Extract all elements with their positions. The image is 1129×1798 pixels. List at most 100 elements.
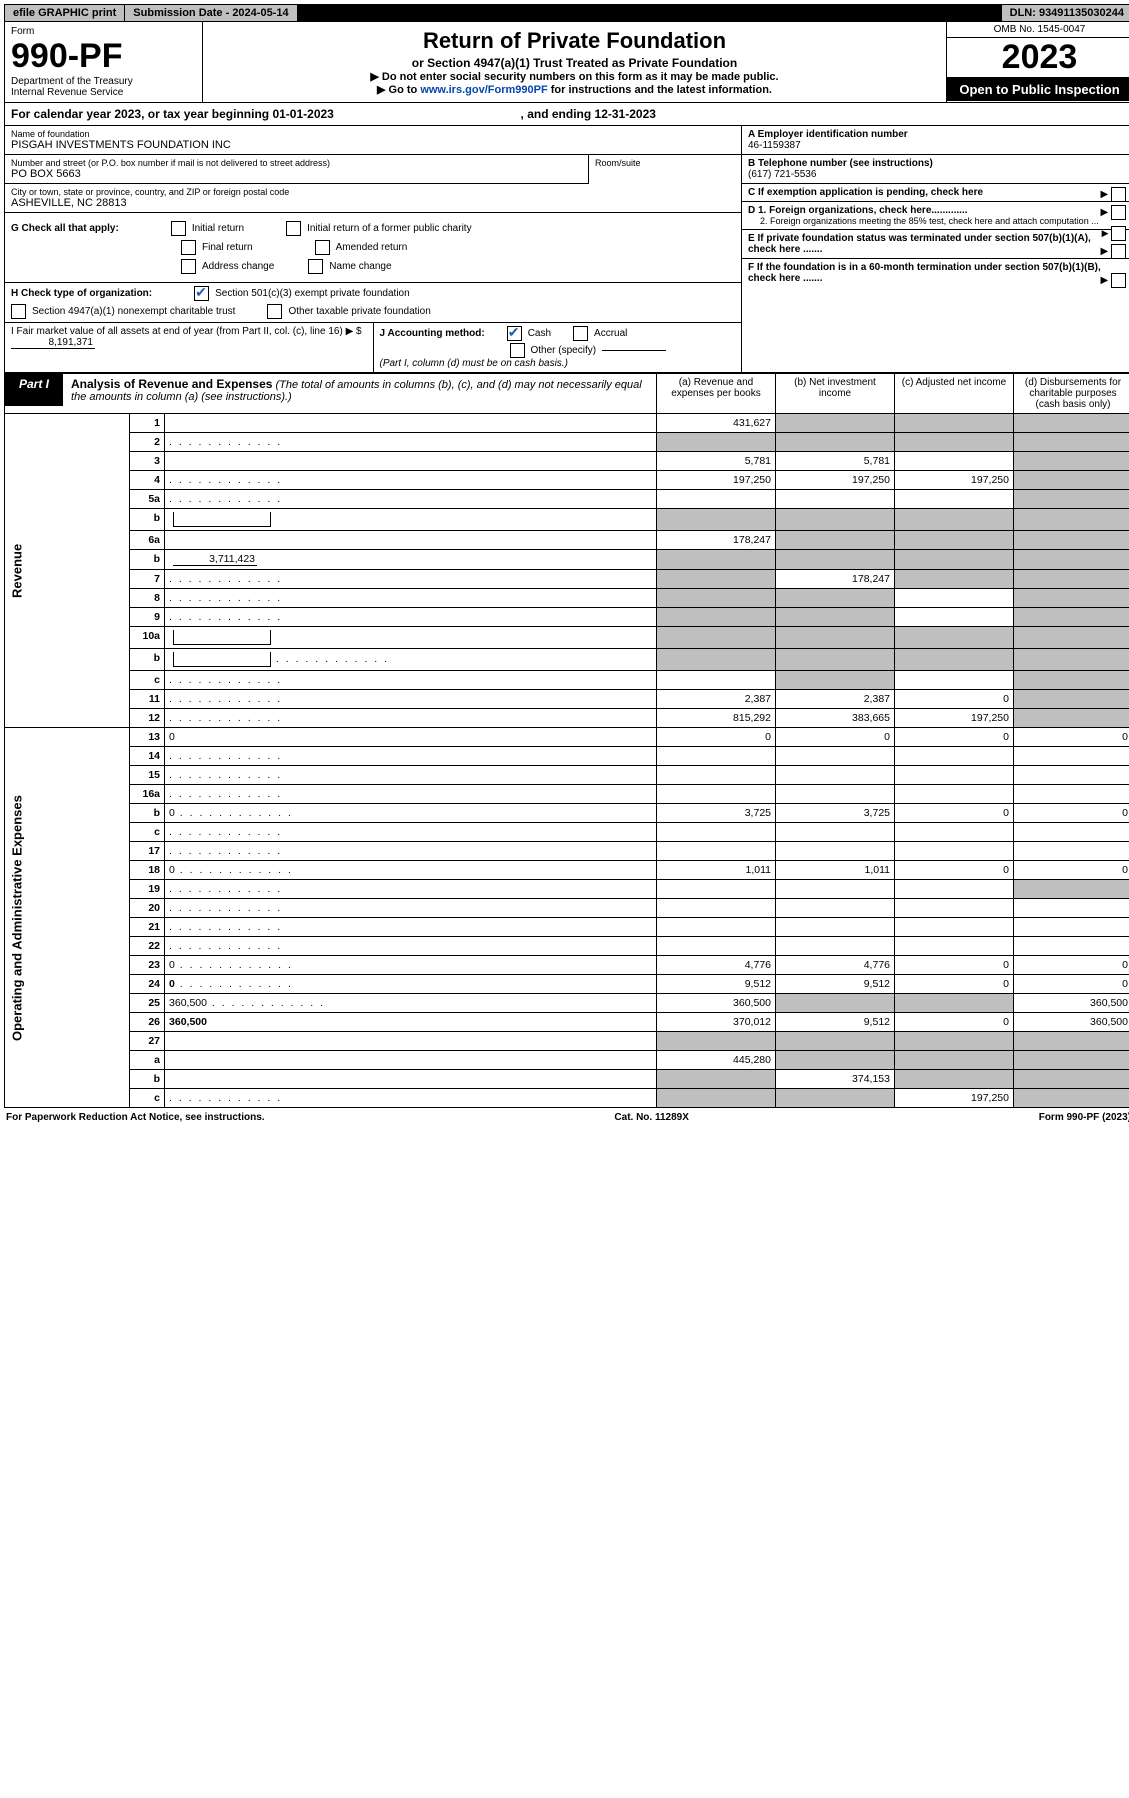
line-description [165,1089,657,1108]
col-d-value [1014,880,1129,899]
col-c-value [895,452,1014,471]
table-row: 22 [5,937,1129,956]
line-number: 18 [130,861,165,880]
irs-link[interactable]: www.irs.gov/Form990PF [420,84,547,96]
header-right: OMB No. 1545-0047 2023 Open to Public In… [946,22,1129,102]
col-b-value [776,649,895,671]
ck-accrual[interactable] [573,326,588,341]
id-left: Name of foundation PISGAH INVESTMENTS FO… [5,126,741,372]
id-right: A Employer identification number 46-1159… [741,126,1129,372]
line-description [165,766,657,785]
line-description [165,899,657,918]
col-b-value [776,608,895,627]
line-number: c [130,671,165,690]
col-c-value [895,414,1014,433]
col-a-value [657,671,776,690]
col-a-value: 4,776 [657,956,776,975]
col-c-value: 0 [895,690,1014,709]
table-row: c [5,671,1129,690]
col-c-value [895,570,1014,589]
ck-address-change[interactable] [181,259,196,274]
col-c-value: 0 [895,804,1014,823]
table-row: 2409,5129,51200 [5,975,1129,994]
line-description [165,1032,657,1051]
line-description [165,414,657,433]
ck-other-method[interactable] [510,343,525,358]
section-c: C If exemption application is pending, c… [742,184,1129,202]
ck-d1[interactable] [1111,205,1126,220]
form-subtitle: or Section 4947(a)(1) Trust Treated as P… [211,56,938,70]
col-b-value [776,627,895,649]
line-number: b [130,1070,165,1089]
col-c-value: 0 [895,956,1014,975]
col-d-value [1014,823,1129,842]
line-number: 19 [130,880,165,899]
ck-section-f[interactable] [1111,273,1126,288]
col-d-value [1014,918,1129,937]
col-b-value [776,918,895,937]
line-number: 20 [130,899,165,918]
col-c-value: 197,250 [895,709,1014,728]
col-b-value: 5,781 [776,452,895,471]
pra-notice: For Paperwork Reduction Act Notice, see … [6,1112,265,1123]
page-footer: For Paperwork Reduction Act Notice, see … [4,1108,1129,1127]
ck-initial-return[interactable] [171,221,186,236]
col-c-value [895,785,1014,804]
ck-amended-return[interactable] [315,240,330,255]
g-label: G Check all that apply: [11,223,119,234]
table-row: 10a [5,627,1129,649]
col-c-value [895,608,1014,627]
section-side-label: Operating and Administrative Expenses [5,728,130,1108]
col-d-value [1014,785,1129,804]
col-d-value [1014,842,1129,861]
ck-4947a1[interactable] [11,304,26,319]
col-d-value: 0 [1014,804,1129,823]
col-b-value [776,531,895,550]
col-a-value [657,589,776,608]
ck-other-taxable[interactable] [267,304,282,319]
col-b-value: 1,011 [776,861,895,880]
ck-initial-former[interactable] [286,221,301,236]
form-ref: Form 990-PF (2023) [1039,1112,1129,1123]
col-d-value: 0 [1014,861,1129,880]
section-g: G Check all that apply: Initial return I… [5,212,741,282]
line-number: b [130,804,165,823]
col-d-value [1014,766,1129,785]
col-c-value [895,550,1014,570]
form-header: Form 990-PF Department of the Treasury I… [4,22,1129,103]
line-number: 10a [130,627,165,649]
col-b-header: (b) Net investment income [776,374,895,414]
room-suite-cell: Room/suite [588,155,741,184]
form-note-link: ▶ Go to www.irs.gov/Form990PF for instru… [211,83,938,96]
col-b-value [776,550,895,570]
catalog-no: Cat. No. 11289X [614,1112,688,1123]
col-a-value [657,747,776,766]
ck-d2[interactable] [1111,226,1126,241]
line-number: b [130,550,165,570]
col-d-value [1014,937,1129,956]
ck-section-e[interactable] [1111,244,1126,259]
table-row: 1801,0111,01100 [5,861,1129,880]
ck-501c3[interactable] [194,286,209,301]
line-description [165,608,657,627]
ck-name-change[interactable] [308,259,323,274]
col-a-value [657,509,776,531]
part1-tag: Part I [5,374,63,406]
col-c-value [895,766,1014,785]
line-description [165,842,657,861]
col-d-value [1014,627,1129,649]
line-description [165,823,657,842]
ck-section-c[interactable] [1111,187,1126,202]
col-d-value [1014,1070,1129,1089]
ck-final-return[interactable] [181,240,196,255]
col-b-value [776,747,895,766]
ck-cash[interactable] [507,326,522,341]
table-row: b [5,649,1129,671]
h-label: H Check type of organization: [11,288,152,299]
col-d-value [1014,433,1129,452]
open-inspection: Open to Public Inspection [947,77,1129,101]
fmv-value: 8,191,371 [11,337,95,349]
line-number: 12 [130,709,165,728]
section-h: H Check type of organization: Section 50… [5,282,741,322]
table-row: 27 [5,1032,1129,1051]
